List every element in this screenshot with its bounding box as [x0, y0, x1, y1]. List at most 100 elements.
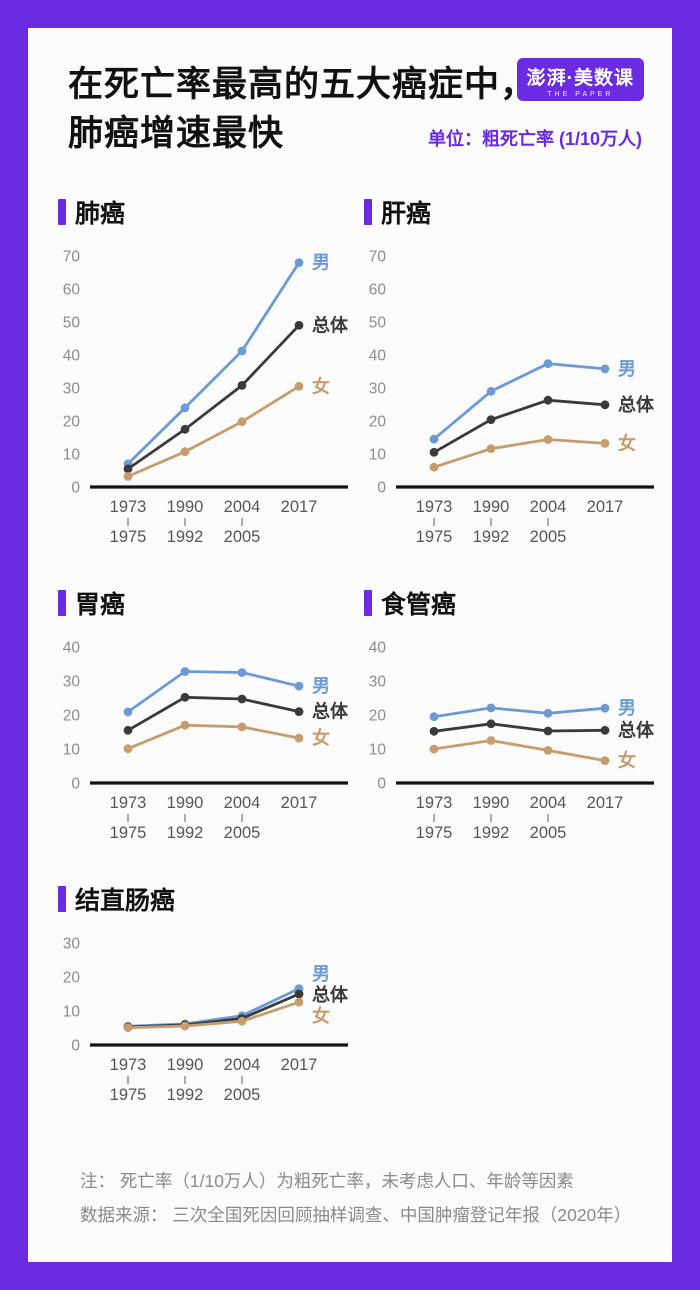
footer-notes: 注： 死亡率（1/10万人）为粗死亡率，未考虑人口、年龄等因素 数据来源： 三次… [28, 1164, 672, 1262]
series-line-female [127, 723, 300, 750]
brand-logo: 澎湃·美数课 THE PAPER [516, 58, 644, 101]
data-point-female [429, 462, 439, 472]
x-tick-label: 1973 [110, 498, 147, 516]
chart-title-text: 肺癌 [75, 200, 126, 228]
data-point-total [294, 320, 304, 330]
y-tick-label: 10 [369, 742, 387, 759]
x-tick-label: 1992 [473, 824, 510, 842]
series-label-female: 女 [312, 1005, 330, 1026]
data-point-total [237, 694, 247, 704]
x-tick-label: 2005 [224, 528, 261, 546]
x-tick-label: 2017 [587, 794, 624, 812]
data-point-total [486, 719, 496, 729]
title-accent-bar [364, 590, 372, 616]
x-tick-label: 2005 [530, 528, 567, 546]
series-label-female: 女 [618, 432, 636, 453]
data-point-total [237, 381, 247, 390]
y-tick-label: 30 [369, 381, 387, 398]
chart-title: 结直肠癌 [58, 881, 356, 917]
data-point-male [429, 434, 439, 444]
chart-stomach-cancer: 胃癌 0 10 20 30 40 1973 1975 1990 1992 2004 2005 2017… [50, 585, 356, 845]
x-tick-label: 1973 [110, 794, 147, 812]
data-point-female [543, 435, 553, 444]
x-tick-label: 1990 [167, 498, 204, 516]
chart-colorectal-cancer: 结直肠癌 0 10 20 30 1973 1975 1990 1992 2004 2005 2017… [50, 881, 356, 1107]
y-tick-label: 20 [63, 414, 81, 431]
y-tick-label: 40 [369, 348, 387, 365]
title-accent-bar [58, 199, 66, 225]
data-point-total [294, 707, 304, 716]
x-tick-label: 2004 [224, 1056, 261, 1074]
y-tick-label: 10 [63, 447, 81, 464]
x-tick-label: 1975 [110, 528, 147, 546]
data-point-male [486, 386, 496, 396]
chart-title-text: 肝癌 [381, 200, 432, 228]
x-tick-label: 2017 [281, 794, 318, 812]
data-point-female [600, 756, 610, 765]
series-label-male: 男 [312, 676, 330, 696]
y-tick-label: 10 [63, 742, 81, 759]
data-point-female [237, 417, 247, 427]
series-line-male [127, 670, 300, 714]
series-label-total: 总体 [618, 394, 655, 415]
data-point-male [429, 712, 439, 722]
line-chart-stomach: 0 10 20 30 40 1973 1975 1990 1992 2004 2005 2017 男总体… [50, 635, 356, 845]
data-point-female [294, 733, 304, 743]
y-tick-label: 70 [63, 249, 81, 266]
y-tick-label: 70 [369, 249, 387, 266]
chart-canvas: 0 10 20 30 40 50 60 70 1973 1975 1990 1992 2004 2005 2… [63, 249, 349, 547]
x-tick-label: 1992 [167, 824, 204, 842]
data-point-male [180, 667, 190, 676]
series-label-female: 女 [618, 750, 636, 771]
data-point-male [543, 359, 553, 368]
data-point-female [237, 1016, 247, 1026]
y-tick-label: 40 [63, 348, 81, 365]
data-point-female [237, 722, 247, 732]
x-tick-label: 2004 [530, 794, 567, 812]
data-point-male [180, 403, 190, 413]
series-line-female [127, 1000, 300, 1030]
y-tick-label: 50 [63, 315, 81, 332]
series-label-total: 总体 [312, 314, 349, 335]
y-tick-label: 10 [369, 447, 387, 464]
data-point-female [294, 997, 304, 1007]
data-point-female [180, 447, 190, 457]
charts-grid: 肺癌 0 10 20 30 40 50 60 70 1973 1975 1990 1992 2004 20… [28, 194, 672, 1107]
data-point-total [543, 726, 553, 736]
y-tick-label: 0 [71, 480, 80, 497]
poster-inner: 在死亡率最高的五大癌症中， 肺癌增速最快 澎湃·美数课 THE PAPER 单位… [28, 28, 672, 1262]
series-line-female [433, 438, 606, 469]
x-tick-label: 1975 [416, 528, 453, 546]
y-tick-label: 40 [369, 640, 387, 657]
x-tick-label: 2017 [281, 1056, 318, 1074]
data-point-female [486, 736, 496, 745]
y-tick-label: 30 [63, 674, 81, 691]
data-point-female [180, 1021, 190, 1031]
chart-title-text: 胃癌 [75, 591, 126, 619]
unit-label: 单位：粗死亡率 (1/10万人) [427, 129, 642, 149]
x-tick-label: 1973 [416, 794, 453, 812]
x-tick-label: 1992 [167, 528, 204, 546]
y-tick-label: 60 [63, 282, 81, 299]
data-point-female [543, 746, 553, 755]
x-tick-label: 1990 [473, 498, 510, 516]
series-label-male: 男 [312, 964, 330, 984]
x-tick-label: 2017 [587, 498, 624, 516]
y-tick-label: 20 [369, 414, 387, 431]
line-chart-liver: 0 10 20 30 40 50 60 70 1973 1975 1990 1992 2004 2005 2… [356, 244, 662, 549]
data-point-total [429, 726, 439, 736]
x-tick-label: 2004 [530, 498, 567, 516]
note-methodology: 注： 死亡率（1/10万人）为粗死亡率，未考虑人口、年龄等因素 [80, 1170, 574, 1191]
chart-title-text: 食管癌 [381, 591, 457, 619]
chart-title-text: 结直肠癌 [75, 887, 176, 915]
x-tick-label: 1975 [110, 824, 147, 842]
y-tick-label: 20 [369, 708, 387, 725]
data-point-female [123, 1023, 133, 1033]
y-tick-label: 40 [63, 640, 81, 657]
data-point-total [486, 415, 496, 425]
series-label-female: 女 [312, 375, 330, 396]
series-line-total [127, 695, 300, 732]
title-accent-bar [58, 886, 66, 912]
data-point-male [294, 258, 304, 267]
